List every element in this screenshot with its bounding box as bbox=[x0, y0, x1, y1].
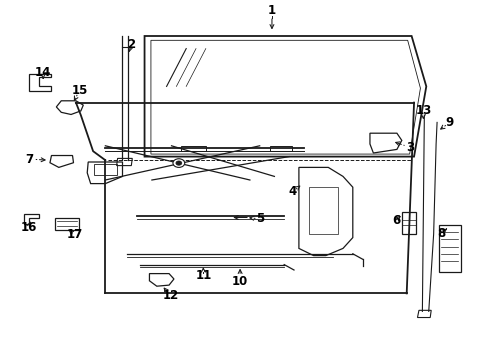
Text: 3: 3 bbox=[407, 141, 415, 154]
Text: 1: 1 bbox=[268, 4, 276, 17]
Text: 13: 13 bbox=[415, 104, 432, 117]
Text: 2: 2 bbox=[127, 39, 135, 51]
Text: 4: 4 bbox=[289, 185, 297, 198]
Text: 17: 17 bbox=[66, 228, 83, 241]
Text: 12: 12 bbox=[162, 289, 179, 302]
Text: 14: 14 bbox=[35, 66, 51, 78]
Text: 11: 11 bbox=[195, 269, 212, 282]
Text: 16: 16 bbox=[20, 221, 37, 234]
Text: 8: 8 bbox=[437, 227, 445, 240]
Text: 10: 10 bbox=[232, 275, 248, 288]
Text: 6: 6 bbox=[392, 214, 400, 227]
Text: 5: 5 bbox=[256, 212, 264, 225]
Circle shape bbox=[176, 161, 182, 165]
Text: 7: 7 bbox=[25, 153, 33, 166]
Text: 15: 15 bbox=[71, 84, 88, 97]
Circle shape bbox=[173, 159, 185, 167]
Text: 9: 9 bbox=[446, 116, 454, 129]
